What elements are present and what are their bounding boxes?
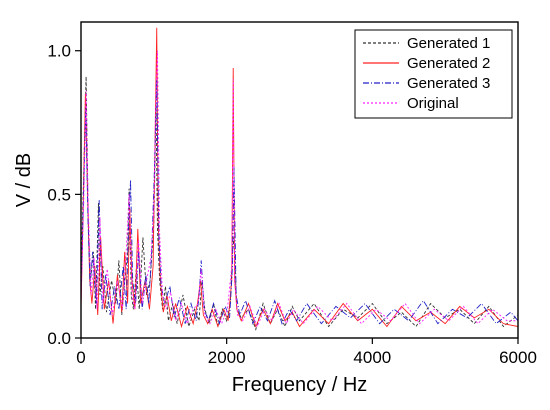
legend-label-1: Generated 1 — [407, 35, 490, 52]
legend: Generated 1 Generated 2 Generated 3 Origina… — [354, 29, 513, 119]
series-layer — [81, 27, 518, 331]
series-line-4 — [81, 50, 518, 328]
y-tick-label: 1.0 — [47, 42, 71, 61]
y-axis-title: V / dB — [13, 153, 35, 207]
series-line-3 — [81, 79, 518, 326]
x-tick-label: 2000 — [208, 348, 246, 367]
plot-frame — [80, 21, 519, 339]
legend-label-3: Generated 3 — [407, 75, 490, 92]
ticks-layer: 0 2000 4000 6000 0.0 0.5 1.0 — [47, 42, 537, 367]
x-tick-label: 6000 — [499, 348, 537, 367]
y-tick-label: 0.5 — [47, 185, 71, 204]
legend-label-4: Original — [407, 95, 459, 112]
x-tick-label: 0 — [76, 348, 85, 367]
legend-box — [354, 29, 513, 119]
x-axis-title: Frequency / Hz — [232, 374, 368, 396]
y-tick-label: 0.0 — [47, 329, 71, 348]
legend-label-2: Generated 2 — [407, 55, 490, 72]
x-tick-label: 4000 — [353, 348, 391, 367]
series-line-1 — [81, 76, 518, 331]
